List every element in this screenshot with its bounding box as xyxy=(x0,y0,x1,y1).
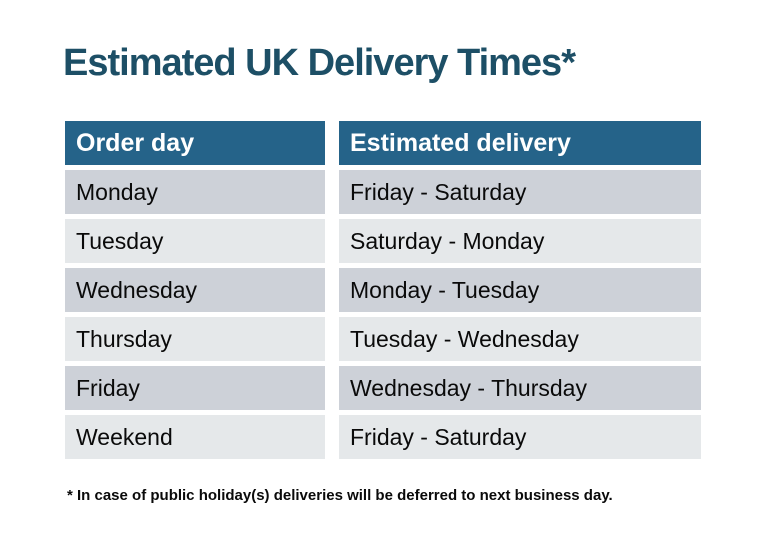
order-day-cell: Tuesday xyxy=(65,219,325,263)
page-title: Estimated UK Delivery Times* xyxy=(63,42,576,84)
order-day-cell: Weekend xyxy=(65,415,325,459)
estimated-delivery-cell: Friday - Saturday xyxy=(339,170,701,214)
delivery-times-table: Order day Estimated delivery Monday Frid… xyxy=(65,121,701,459)
order-day-cell: Wednesday xyxy=(65,268,325,312)
estimated-delivery-cell: Friday - Saturday xyxy=(339,415,701,459)
estimated-delivery-cell: Wednesday - Thursday xyxy=(339,366,701,410)
estimated-delivery-cell: Monday - Tuesday xyxy=(339,268,701,312)
order-day-cell: Friday xyxy=(65,366,325,410)
column-header-estimated-delivery: Estimated delivery xyxy=(339,121,701,165)
order-day-cell: Monday xyxy=(65,170,325,214)
estimated-delivery-cell: Tuesday - Wednesday xyxy=(339,317,701,361)
order-day-cell: Thursday xyxy=(65,317,325,361)
footnote: * In case of public holiday(s) deliverie… xyxy=(67,487,613,504)
column-header-order-day: Order day xyxy=(65,121,325,165)
estimated-delivery-cell: Saturday - Monday xyxy=(339,219,701,263)
